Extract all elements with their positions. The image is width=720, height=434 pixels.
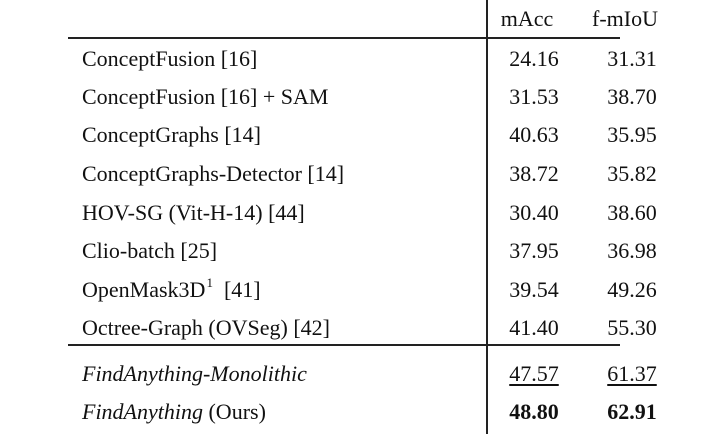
macc-value: 38.72 [509,161,559,186]
table-row-ours: FindAnything (Ours) 48.80 62.91 [68,393,657,431]
footnote-marker: 1 [206,275,213,290]
section-rule [68,344,620,346]
fmiou-value: 35.95 [607,122,657,147]
table-row: ConceptGraphs-Detector [14] 38.72 35.82 [68,155,657,193]
results-table: mAcc f-mIoU ConceptFusion [16] 24.16 31.… [68,0,658,434]
table-row: ConceptFusion [16] 24.16 31.31 [68,40,657,78]
macc-value: 31.53 [509,84,559,109]
macc-value: 48.80 [509,399,559,424]
header-fmiou: f-mIoU [592,6,658,31]
table-row: Octree-Graph (OVSeg) [42] 41.40 55.30 [68,309,657,347]
fmiou-value: 61.37 [607,361,657,386]
fmiou-value: 38.60 [607,200,657,225]
fmiou-value: 35.82 [607,161,657,186]
table-row: ConceptFusion [16] + SAM 31.53 38.70 [68,78,657,116]
method-name: Clio-batch [25] [82,238,218,263]
method-name: ConceptFusion [16] + SAM [82,84,329,109]
method-name: OpenMask3D1 [41] [82,271,261,312]
table-row-ours: FindAnything-Monolithic 47.57 61.37 [68,355,657,393]
method-name: ConceptGraphs [14] [82,122,262,147]
macc-value: 39.54 [509,277,559,302]
fmiou-value: 31.31 [607,46,657,71]
table-row: HOV-SG (Vit-H-14) [44] 30.40 38.60 [68,194,657,232]
macc-value: 47.57 [509,361,559,386]
method-name: FindAnything-Monolithic [82,361,307,386]
method-name: Octree-Graph (OVSeg) [42] [82,315,331,340]
method-citation: [41] [223,277,261,302]
fmiou-value: 36.98 [607,238,657,263]
method-name: HOV-SG (Vit-H-14) [44] [82,200,305,225]
macc-value: 41.40 [509,315,559,340]
macc-value: 37.95 [509,238,559,263]
method-label: FindAnything [82,399,203,424]
header-row: mAcc f-mIoU [68,0,658,38]
header-rule [68,37,620,39]
fmiou-value: 55.30 [607,315,657,340]
method-name: FindAnything (Ours) [82,393,266,431]
table-row: Clio-batch [25] 37.95 36.98 [68,232,657,270]
column-separator [486,0,488,434]
table-row: OpenMask3D1 [41] 39.54 49.26 [68,271,657,312]
macc-value: 30.40 [509,200,559,225]
header-macc: mAcc [500,6,554,31]
method-suffix: (Ours) [208,399,266,424]
method-name: ConceptGraphs-Detector [14] [82,161,345,186]
fmiou-value: 38.70 [607,84,657,109]
fmiou-value: 49.26 [607,277,657,302]
macc-value: 24.16 [509,46,559,71]
method-label: OpenMask3D [82,277,206,302]
table-row: ConceptGraphs [14] 40.63 35.95 [68,116,657,154]
method-name: ConceptFusion [16] [82,46,258,71]
fmiou-value: 62.91 [607,399,657,424]
macc-value: 40.63 [509,122,559,147]
